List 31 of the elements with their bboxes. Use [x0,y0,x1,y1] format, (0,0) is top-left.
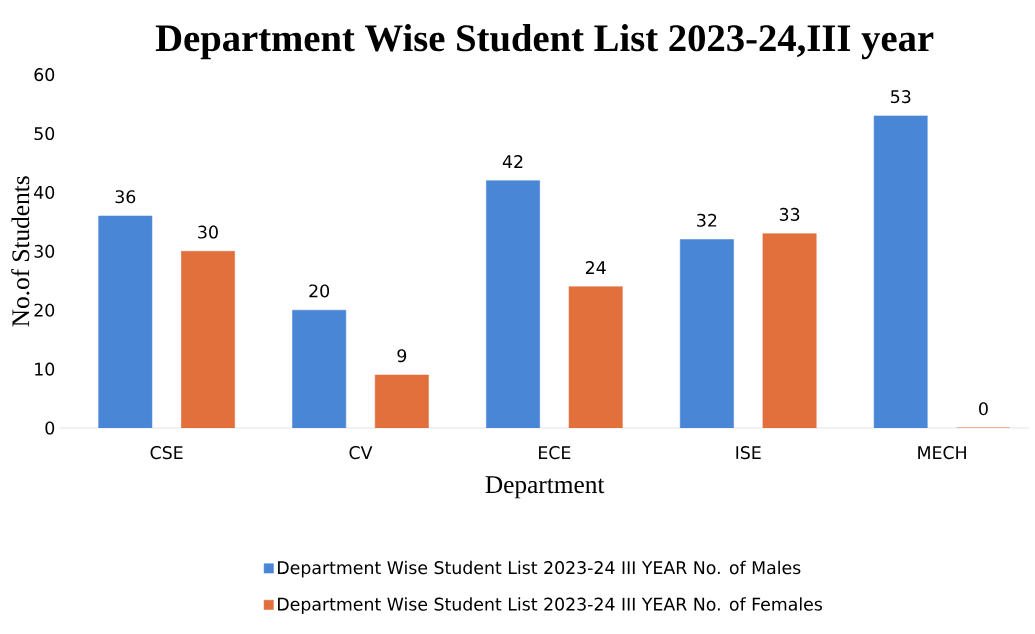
y-tick-label: 50 [34,126,55,141]
bar [568,286,623,428]
x-tick-label: ECE [539,446,571,460]
y-tick-label: 20 [34,303,55,317]
x-tick-label: CSE [150,446,183,460]
y-tick-label: 0 [45,421,55,435]
x-tick-label: CV [349,446,373,460]
data-label: 0 [979,402,988,416]
bar [374,374,429,428]
chart-title: Department Wise Student List 2023-24,III year [155,24,934,60]
data-label: 32 [697,213,717,227]
y-tick-label: 10 [35,362,55,376]
data-label: 42 [502,155,523,168]
data-label: 9 [397,349,407,363]
data-label: 53 [891,90,911,104]
y-tick-label: 30 [34,244,55,258]
legend-label: Department Wise Student List 2023-24 III YEAR No. of Males [278,560,801,578]
data-label: 30 [198,225,218,239]
x-axis-title: Department [485,476,605,499]
x-tick-label: ISE [736,446,761,460]
y-axis-title: No.of Students [11,176,30,327]
legend-label: Department Wise Student List 2023-24 III YEAR No. of Females [278,597,822,615]
data-label: 33 [779,207,800,221]
bar [762,233,817,428]
data-label: 20 [309,284,330,298]
y-tick-label: 40 [34,185,55,199]
data-label: 36 [115,190,136,204]
bar [181,251,235,428]
y-tick-label: 60 [34,68,55,82]
data-label: 24 [585,261,606,274]
x-tick-label: MECH [918,446,966,460]
